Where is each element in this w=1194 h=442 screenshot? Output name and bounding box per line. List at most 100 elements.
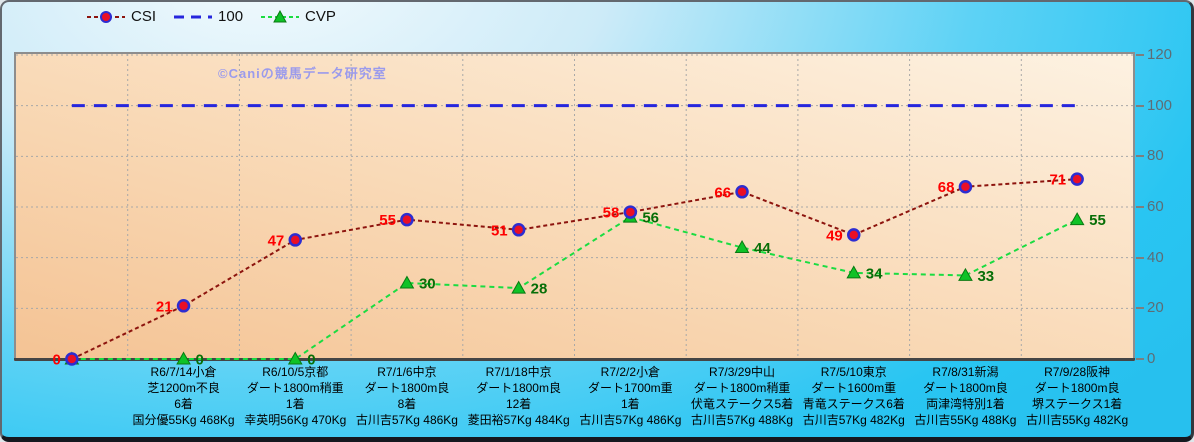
csi-marker bbox=[65, 352, 79, 366]
cvp-marker bbox=[511, 280, 527, 294]
legend-item-100: 100 bbox=[173, 8, 243, 25]
cvp-marker bbox=[958, 267, 973, 281]
x-axis-category-label-line: R6/7/14小倉 bbox=[150, 365, 217, 379]
csi-marker bbox=[735, 185, 749, 199]
cvp-value-label: 55 bbox=[1089, 212, 1106, 229]
y-axis-tick-label: 20 bbox=[1147, 299, 1164, 317]
cvp-value-label: 34 bbox=[866, 265, 883, 282]
x-axis-category-label-line: 12着 bbox=[505, 397, 532, 411]
csi-value-label: 55 bbox=[379, 212, 396, 229]
csi-marker bbox=[847, 228, 861, 242]
csi-value-label: 0 bbox=[53, 352, 61, 369]
x-axis-category-label-line: 堺ステークス1着 bbox=[1031, 397, 1123, 411]
y-axis-tick-mark bbox=[1136, 104, 1144, 107]
legend-item-csi: CSI bbox=[86, 8, 156, 25]
y-axis-tick-label: 80 bbox=[1147, 147, 1164, 165]
x-axis-category-label: R7/3/29中山 ダート1800m稍重 伏竜ステークス5着 古川吉57Kg 488K… bbox=[667, 364, 817, 428]
csi-marker bbox=[958, 179, 973, 194]
cvp-line bbox=[71, 216, 1078, 360]
x-axis-category-label-line: 1着 bbox=[285, 397, 305, 411]
cvp-marker bbox=[846, 265, 862, 279]
chart-legend: CSI 100 CVP bbox=[86, 8, 336, 25]
csi-legend-sample-icon bbox=[87, 10, 125, 23]
chart-plot: 0 0 30 28 56 44 34 33 55 0 21 47 55 51 58 66 49 68 71 bbox=[14, 54, 1135, 369]
x-axis-category-label-line: R7/2/2小倉 bbox=[600, 365, 661, 379]
x-axis-category-label-line: R7/9/28阪神 bbox=[1044, 365, 1111, 379]
x-axis-category-label: R6/10/5京都ダート1800m稍重 1着幸英明56Kg 470Kg bbox=[220, 364, 370, 428]
csi-value-label: 68 bbox=[938, 179, 955, 196]
x-axis-category-label-line: ダート1700m重 bbox=[587, 381, 673, 395]
y-axis-tick-mark bbox=[1136, 54, 1144, 56]
x-axis-category-label-line: 古川吉55Kg 482Kg bbox=[1026, 413, 1129, 427]
x-axis-category-label-line: 6着 bbox=[174, 397, 193, 411]
cvp-legend-marker-icon bbox=[273, 9, 287, 22]
x-axis-category-label-line: 1着 bbox=[621, 397, 640, 411]
y-axis-tick-label: 120 bbox=[1147, 46, 1173, 63]
csi-value-label: 51 bbox=[491, 222, 508, 239]
legend-item-cvp: CVP bbox=[260, 8, 336, 25]
x-axis-category-label-line: 古川吉55Kg 488Kg bbox=[914, 413, 1017, 427]
x-axis-category-label: R6/7/14小倉 芝1200m不良 6着国分優55Kg 468Kg bbox=[109, 364, 259, 428]
x-axis-category-label-line: 古川吉57Kg 486Kg bbox=[355, 413, 458, 427]
x-axis-category-label-line: ダート1800m稍重 bbox=[246, 381, 344, 395]
csi-value-label: 21 bbox=[156, 298, 173, 315]
y-axis-right: 0 20 40 60 80 100 120 bbox=[1136, 46, 1191, 367]
csi-marker bbox=[511, 223, 526, 237]
y-axis-tick-mark bbox=[1136, 256, 1144, 259]
cvp-marker bbox=[734, 240, 750, 254]
x-axis-category-label-line: 8着 bbox=[397, 397, 417, 411]
x-axis-category-label-line: ダート1800m良 bbox=[476, 381, 561, 395]
y-axis-tick-mark bbox=[1136, 155, 1144, 158]
x-axis-category-label-line: 古川吉57Kg 486Kg bbox=[579, 413, 682, 427]
x-axis-category-label-line: 芝1200m不良 bbox=[147, 381, 220, 395]
legend-label-cvp: CVP bbox=[305, 8, 336, 25]
csi-line bbox=[71, 178, 1078, 360]
y-axis-tick-mark bbox=[1136, 206, 1144, 208]
x-axis-category-label-line: 古川吉57Kg 482Kg bbox=[802, 413, 905, 427]
x-axis-category-label-line: R6/10/5京都 bbox=[262, 365, 329, 379]
csi-value-label: 66 bbox=[714, 184, 731, 201]
cvp-marker bbox=[399, 275, 415, 289]
x-axis-category-label-line: 古川吉57Kg 488Kg bbox=[691, 413, 794, 427]
csi-marker bbox=[1070, 172, 1084, 186]
cvp-value-label: 0 bbox=[196, 352, 204, 369]
x-axis-category-label-line: 両津湾特別1着 bbox=[926, 397, 1005, 411]
cvp-value-label: 28 bbox=[531, 281, 548, 298]
x-axis-category-label-line: 伏竜ステークス5着 bbox=[690, 397, 794, 411]
y-axis-tick-label: 40 bbox=[1147, 248, 1164, 266]
x-axis-category-label-line: ダート1800m良 bbox=[1034, 381, 1120, 395]
x-axis-category-label: R7/1/18中京 ダート1800m良 12着 菱田裕57Kg 484Kg bbox=[444, 364, 594, 428]
x-axis-category-label-line: ダート1800m良 bbox=[364, 381, 450, 395]
csi-marker bbox=[623, 205, 638, 219]
x-axis-category-labels: R6/7/14小倉 芝1200m不良 6着 国分優55Kg 468Kg R6/10/5京… bbox=[16, 364, 1133, 434]
csi-value-label: 71 bbox=[1049, 172, 1066, 189]
x-axis-category-label-line: R7/1/18中京 bbox=[485, 365, 552, 379]
x-axis-category-label: R7/9/28阪神 ダート1800m良 堺ステークス1着 古川吉55Kg 482Kg bbox=[1002, 364, 1152, 428]
x-axis-category-label-line: 幸英明56Kg 470Kg bbox=[244, 413, 347, 427]
csi-legend-marker-icon bbox=[100, 10, 112, 23]
x-axis-category-label: R7/5/10東京 ダート1600m重 青竜ステークス6着 古川吉57Kg 482Kg bbox=[779, 364, 929, 428]
cvp-value-label: 56 bbox=[642, 210, 659, 227]
x-axis-category-label: R7/1/6中京 ダート1800m良 8着 古川吉57Kg 486Kg bbox=[332, 364, 482, 428]
x-axis-category-label-line: ダート1800m稍重 bbox=[693, 381, 791, 395]
csi-marker bbox=[288, 233, 302, 247]
watermark-text: ©Caniの競馬データ研究室 bbox=[218, 66, 387, 81]
x-axis-category-label-line: R7/5/10東京 bbox=[820, 365, 887, 379]
cvp-marker bbox=[287, 351, 303, 365]
cvp-value-label: 44 bbox=[754, 240, 771, 257]
cvp-marker bbox=[176, 351, 191, 365]
x-axis-category-label-line: ダート1800m良 bbox=[923, 381, 1008, 395]
x-axis-category-label-line: 国分優55Kg 468Kg bbox=[132, 413, 235, 427]
reference-legend-sample-icon bbox=[174, 15, 213, 18]
csi-marker bbox=[176, 299, 191, 313]
x-axis-category-label-line: 青竜ステークス6着 bbox=[802, 397, 905, 411]
cvp-value-label: 30 bbox=[419, 276, 436, 293]
y-axis-tick-label: 100 bbox=[1147, 96, 1173, 114]
cvp-legend-sample-icon bbox=[261, 9, 300, 22]
x-axis-category-label-line: R7/8/31新潟 bbox=[932, 365, 999, 379]
y-axis-tick-label: 0 bbox=[1147, 350, 1156, 367]
x-axis-category-label: R7/8/31新潟 ダート1800m良 両津湾特別1着 古川吉55Kg 488Kg bbox=[890, 364, 1040, 428]
cvp-value-label: 33 bbox=[977, 268, 994, 285]
legend-label-csi: CSI bbox=[131, 8, 157, 25]
